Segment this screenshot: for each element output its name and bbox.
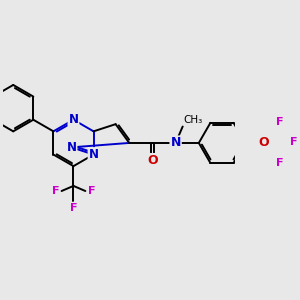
Text: F: F (70, 203, 77, 213)
Text: N: N (170, 136, 181, 149)
Text: N: N (88, 148, 99, 161)
Text: F: F (88, 186, 95, 196)
Text: N: N (67, 141, 76, 154)
Text: N: N (68, 113, 79, 126)
Text: O: O (259, 136, 269, 149)
Text: F: F (276, 158, 284, 168)
Text: F: F (276, 117, 284, 128)
Text: CH₃: CH₃ (183, 115, 202, 124)
Text: F: F (290, 136, 297, 146)
Text: F: F (52, 186, 59, 196)
Text: O: O (147, 154, 158, 167)
